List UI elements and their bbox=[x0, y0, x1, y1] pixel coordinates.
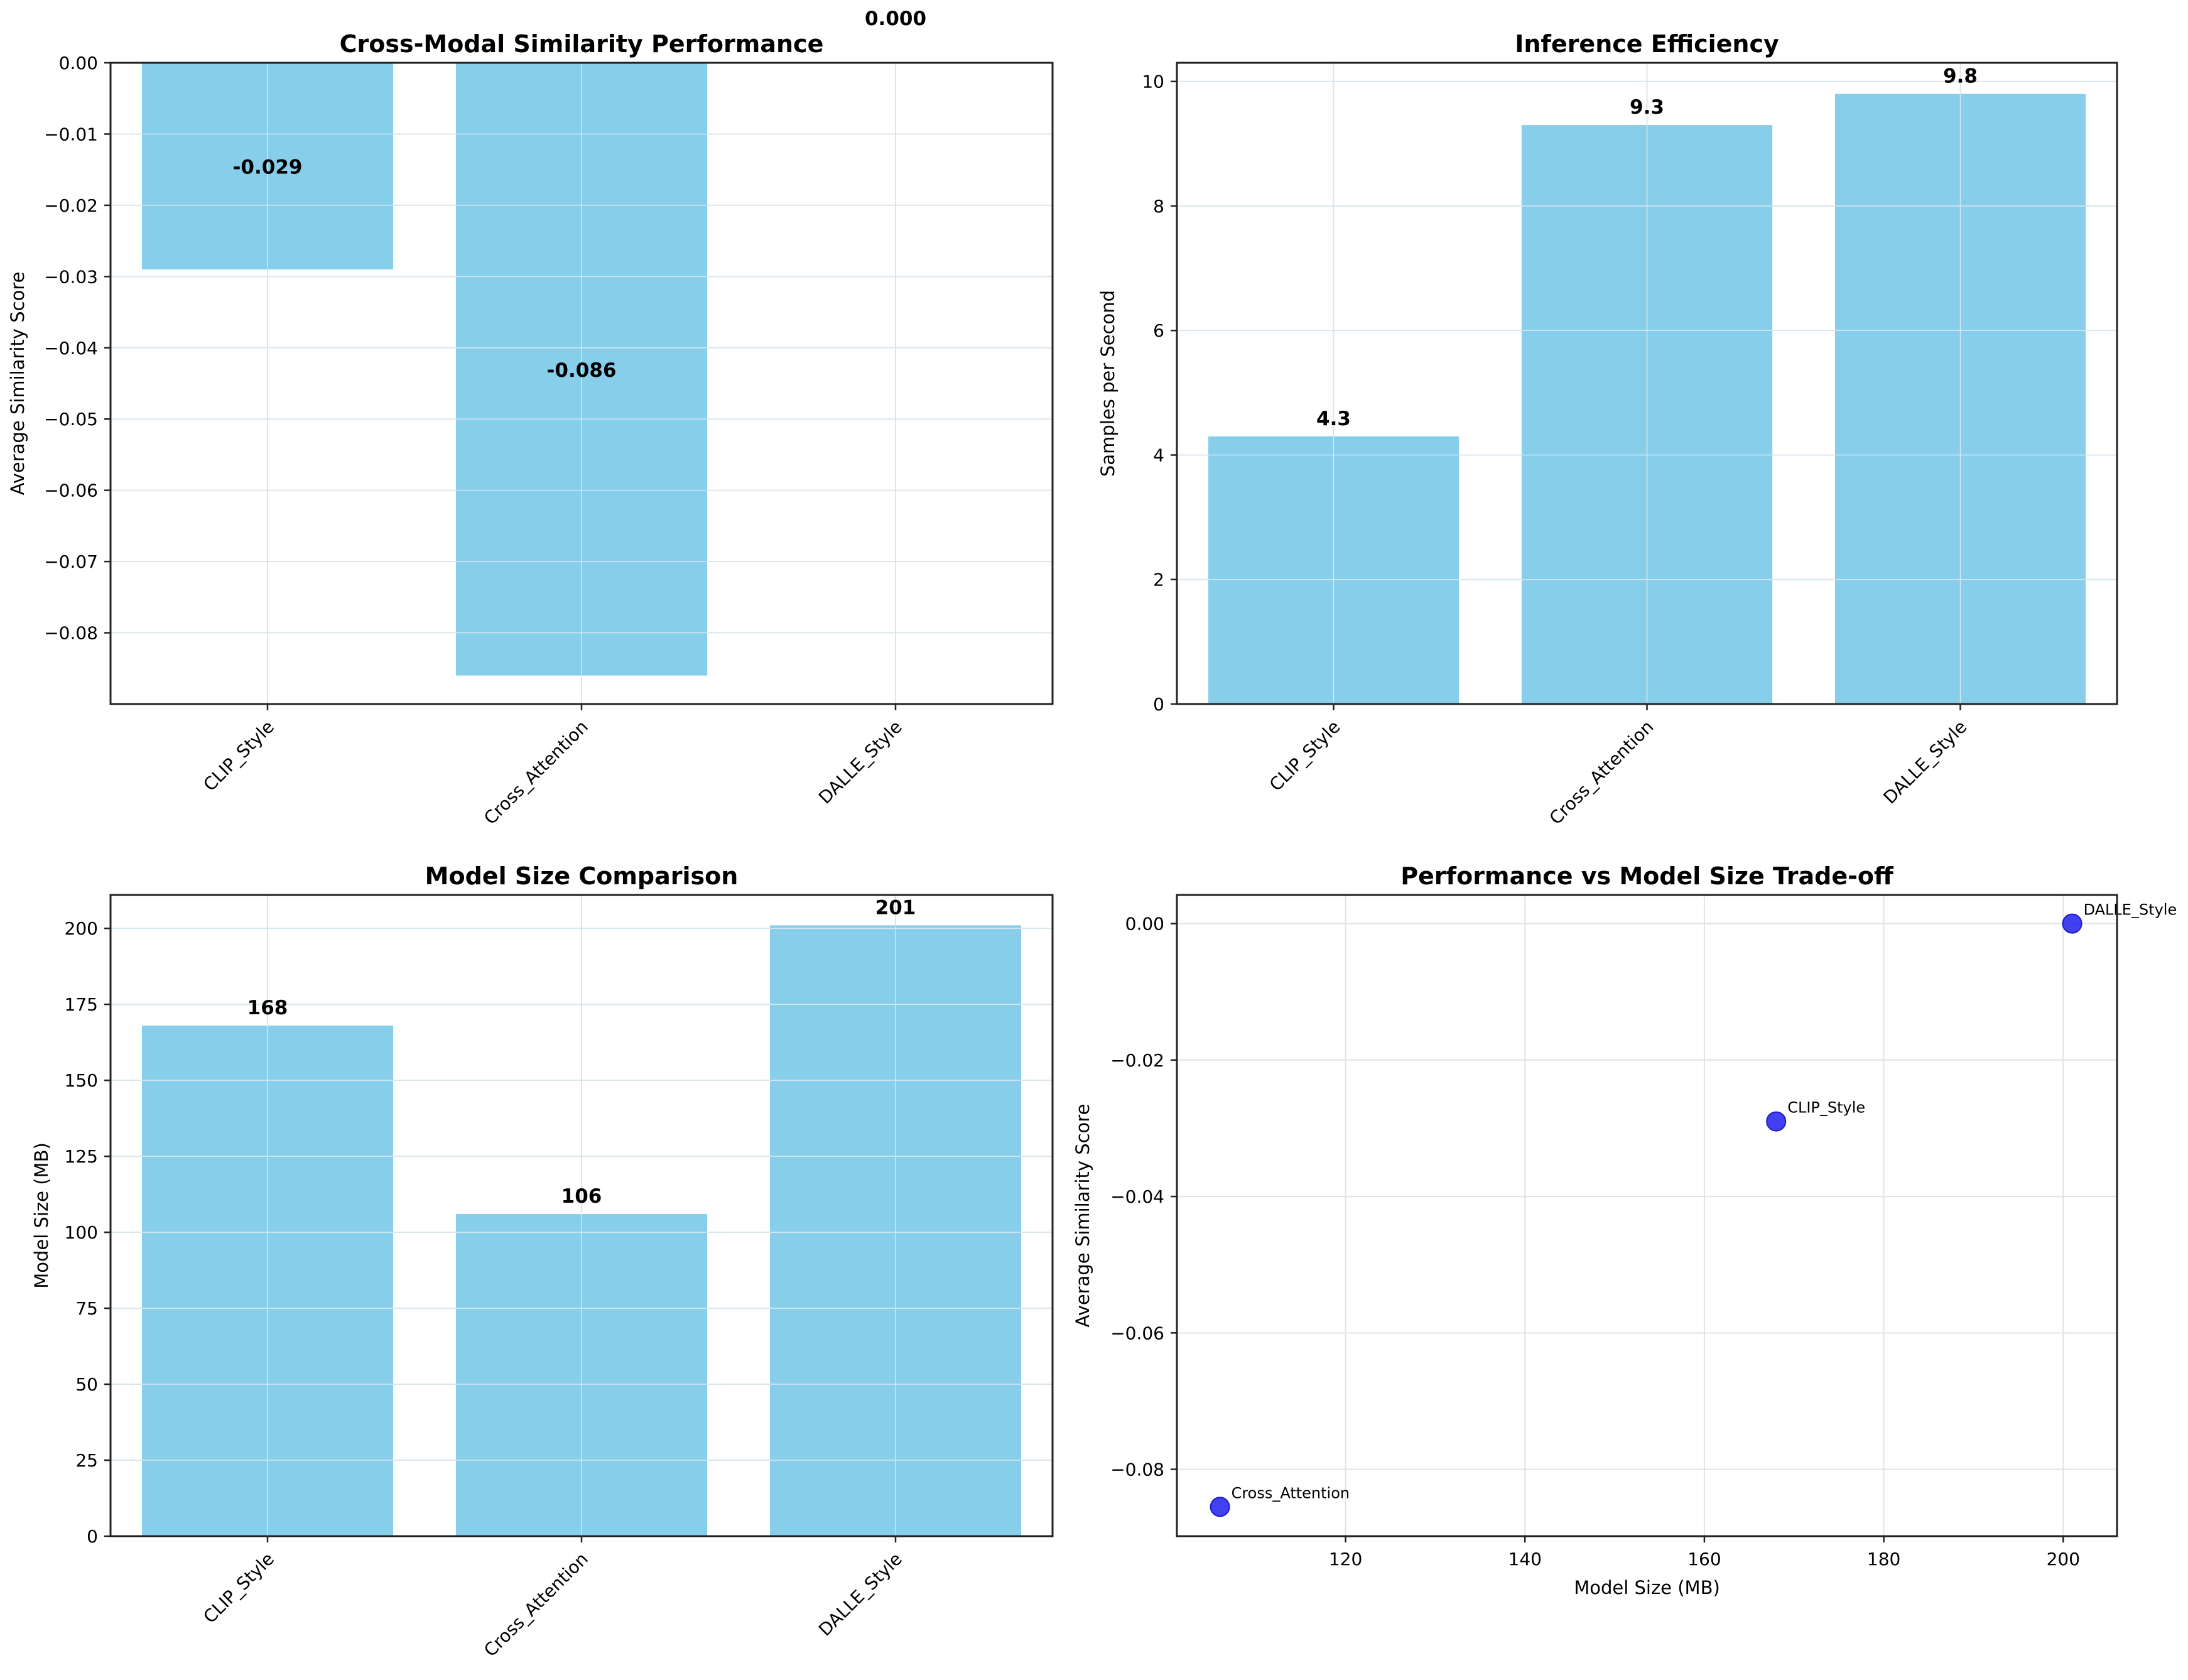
y-axis-label: Average Similarity Score bbox=[7, 272, 28, 496]
point-label: Cross_Attention bbox=[1232, 1484, 1350, 1502]
value-label: 9.8 bbox=[1943, 65, 1978, 88]
chart-title: Inference Efficiency bbox=[1515, 30, 1779, 58]
value-label: 4.3 bbox=[1316, 408, 1351, 430]
chart-tradeoff: CLIP_Style Cross_Attention DALLE_Style 0.00… bbox=[1072, 862, 2177, 1598]
y-axis-label: Average Similarity Score bbox=[1072, 1104, 1093, 1328]
x-tick-label: 160 bbox=[1687, 1549, 1721, 1569]
y-tick-label: −0.08 bbox=[44, 623, 98, 644]
y-tick-label: 6 bbox=[1153, 320, 1164, 341]
y-tick-label: −0.04 bbox=[44, 338, 98, 359]
x-tick-label: Cross_Attention bbox=[1546, 717, 1658, 829]
x-tick-label: Cross_Attention bbox=[480, 1549, 592, 1661]
y-tick-label: −0.07 bbox=[44, 551, 98, 572]
y-tick-label: −0.05 bbox=[44, 409, 98, 430]
y-tick-label: 8 bbox=[1153, 196, 1164, 217]
y-tick-label: 100 bbox=[65, 1222, 98, 1243]
x-tick-label: CLIP_Style bbox=[1265, 717, 1345, 796]
y-tick-label: −0.01 bbox=[44, 124, 98, 144]
x-tick-label: DALLE_Style bbox=[815, 717, 906, 808]
chart-efficiency: 4.3 9.3 9.8 0 2 4 6 8 10 CLIP_Style Cross_Attentio… bbox=[1097, 30, 2118, 829]
y-tick-label: 0.00 bbox=[59, 53, 98, 73]
x-tick-label: CLIP_Style bbox=[199, 717, 278, 796]
y-tick-label: 75 bbox=[75, 1298, 98, 1319]
x-tick-label: Cross_Attention bbox=[480, 717, 592, 829]
y-tick-label: −0.03 bbox=[44, 266, 98, 287]
x-tick-label: DALLE_Style bbox=[815, 1549, 906, 1640]
x-tick-label: 120 bbox=[1329, 1549, 1362, 1569]
value-label: 201 bbox=[875, 896, 916, 919]
value-label: 106 bbox=[561, 1185, 602, 1208]
y-tick-label: −0.02 bbox=[44, 195, 98, 216]
y-tick-label: 125 bbox=[65, 1146, 98, 1167]
x-axis-label: Model Size (MB) bbox=[1574, 1577, 1720, 1598]
point-label: CLIP_Style bbox=[1787, 1099, 1865, 1117]
y-tick-label: 0 bbox=[87, 1526, 98, 1547]
y-tick-label: 0 bbox=[1153, 694, 1164, 715]
y-axis-label: Samples per Second bbox=[1097, 290, 1118, 477]
value-label: 0.000 bbox=[865, 8, 926, 30]
y-axis-label: Model Size (MB) bbox=[31, 1142, 52, 1289]
axes-frame bbox=[1176, 894, 2118, 1537]
value-label: 168 bbox=[247, 997, 288, 1019]
y-tick-label: −0.06 bbox=[1110, 1323, 1164, 1343]
point-DALLE_Style bbox=[2062, 913, 2082, 934]
y-tick-label: 25 bbox=[75, 1450, 98, 1471]
chart-title: Performance vs Model Size Trade-off bbox=[1400, 862, 1894, 890]
y-tick-label: −0.06 bbox=[44, 480, 98, 501]
value-label: -0.086 bbox=[547, 359, 617, 382]
point-Cross_Attention bbox=[1210, 1497, 1230, 1517]
point-label: DALLE_Style bbox=[2084, 901, 2177, 919]
chart-title: Cross-Modal Similarity Performance bbox=[340, 30, 824, 58]
y-tick-label: 50 bbox=[75, 1374, 98, 1395]
point-CLIP_Style bbox=[1766, 1111, 1787, 1132]
y-tick-label: 10 bbox=[1142, 72, 1164, 92]
x-tick-label: 140 bbox=[1508, 1549, 1542, 1569]
y-tick-label: 200 bbox=[65, 918, 98, 939]
x-tick-label: 180 bbox=[1867, 1549, 1900, 1569]
x-tick-label: DALLE_Style bbox=[1879, 717, 1971, 808]
y-tick-label: 150 bbox=[65, 1070, 98, 1091]
value-label: -0.029 bbox=[233, 156, 303, 178]
y-tick-label: 2 bbox=[1153, 570, 1164, 590]
x-tick-label: CLIP_Style bbox=[199, 1549, 278, 1628]
y-tick-label: 0.00 bbox=[1125, 914, 1164, 935]
y-tick-label: −0.08 bbox=[1110, 1460, 1164, 1480]
x-tick-label: 200 bbox=[2047, 1549, 2080, 1569]
y-tick-label: 175 bbox=[65, 994, 98, 1015]
y-tick-label: −0.04 bbox=[1110, 1186, 1164, 1207]
chart-size: 168 106 201 0 25 50 75 100 125 150 175 200 CLIP_Styl… bbox=[31, 862, 1054, 1661]
chart-title: Model Size Comparison bbox=[425, 862, 739, 890]
y-tick-label: 4 bbox=[1153, 445, 1164, 465]
value-label: 9.3 bbox=[1630, 96, 1664, 119]
y-tick-label: −0.02 bbox=[1110, 1050, 1164, 1071]
chart-similarity: -0.029 -0.086 0.000 0.00 −0.01 −0.02 −0.03 −0.0… bbox=[7, 8, 1054, 829]
